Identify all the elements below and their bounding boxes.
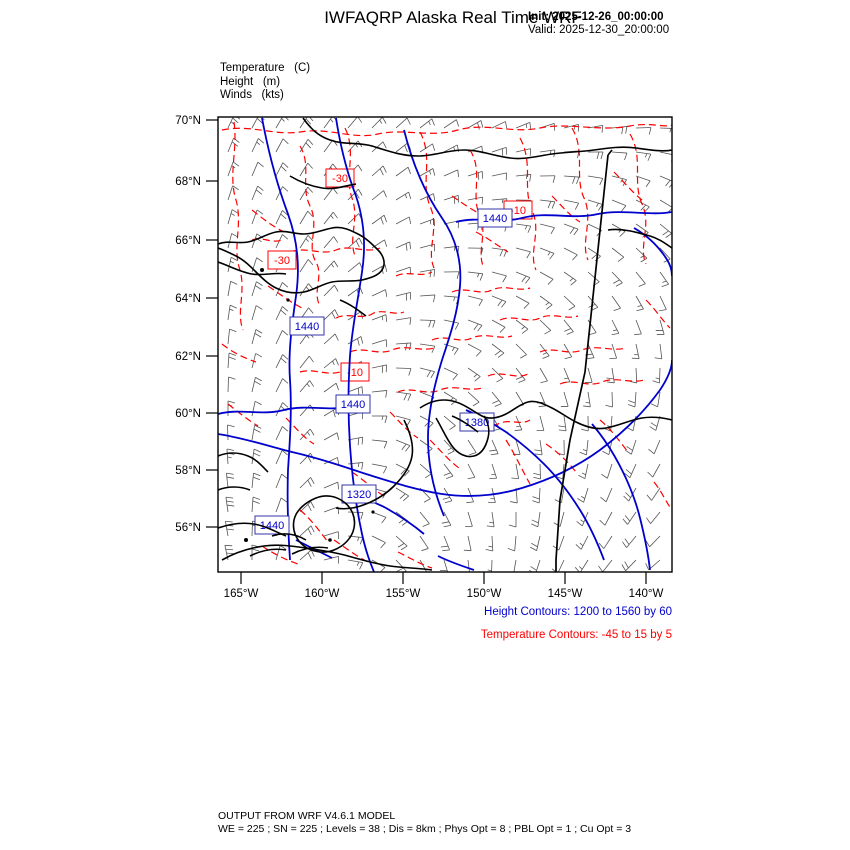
map-content: -30 -30 -10 -10	[218, 117, 672, 572]
model-output-footer: OUTPUT FROM WRF V4.6.1 MODEL WE = 225 ; …	[218, 810, 631, 836]
svg-text:1440: 1440	[341, 399, 365, 411]
variable-legend: Temperature (C) Height (m) Winds (kts)	[220, 62, 311, 101]
y-tick-label: 64°N	[175, 293, 201, 305]
temp-label: -30	[267, 250, 297, 270]
height-label: 1320	[341, 484, 377, 504]
axis-ticks	[206, 119, 647, 584]
run-timestamps: Init: 2025-12-26_00:00:00 Valid: 2025-12…	[528, 11, 669, 37]
height-label: 1440	[335, 394, 371, 414]
temperature-contours-caption: Temperature Contours: -45 to 15 by 5	[480, 629, 672, 641]
svg-text:1320: 1320	[347, 489, 371, 501]
y-tick-label: 60°N	[175, 408, 201, 420]
y-tick-label: 68°N	[175, 176, 201, 188]
wind-barb-field	[224, 117, 672, 572]
svg-text:1440: 1440	[260, 520, 284, 532]
x-tick-label: 165°W	[224, 588, 259, 600]
svg-text:-30: -30	[332, 173, 348, 185]
x-axis-labels: 165°W 160°W 155°W 150°W 145°W 140°W	[224, 588, 664, 600]
temp-label: -30	[325, 168, 355, 188]
height-contours-caption: Height Contours: 1200 to 1560 by 60	[484, 606, 672, 618]
svg-text:-10: -10	[347, 367, 363, 379]
valid-time: Valid: 2025-12-30_20:00:00	[528, 24, 670, 36]
x-tick-label: 140°W	[629, 588, 664, 600]
map-frame	[217, 116, 673, 573]
footer-line-model: OUTPUT FROM WRF V4.6.1 MODEL	[218, 810, 396, 822]
x-tick-label: 150°W	[467, 588, 502, 600]
temp-label: -10	[340, 362, 370, 382]
footer-line-config: WE = 225 ; SN = 225 ; Levels = 38 ; Dis …	[218, 823, 632, 835]
page-title: IWFAQRP Alaska Real Time WRF	[324, 8, 582, 27]
height-label: 1440	[254, 515, 290, 535]
svg-text:1440: 1440	[295, 321, 319, 333]
y-tick-label: 70°N	[175, 115, 201, 127]
y-tick-label: 56°N	[175, 522, 201, 534]
coastlines	[218, 117, 672, 572]
islands	[244, 268, 375, 542]
svg-text:-30: -30	[274, 255, 290, 267]
height-label: 1440	[289, 316, 325, 336]
x-tick-label: 155°W	[386, 588, 421, 600]
height-label: 1440	[477, 208, 513, 228]
y-tick-label: 58°N	[175, 465, 201, 477]
temperature-contour-labels: -30 -30 -10 -10	[267, 168, 533, 382]
y-axis-labels: 70°N 68°N 66°N 64°N 62°N 60°N 58°N 56°N	[175, 115, 201, 534]
x-tick-label: 160°W	[305, 588, 340, 600]
svg-text:1440: 1440	[483, 213, 507, 225]
svg-text:-10: -10	[510, 205, 526, 217]
height-contour-labels: 1440 1440 1440 1440 1320 1380	[254, 208, 513, 535]
y-tick-label: 66°N	[175, 235, 201, 247]
init-time: Init: 2025-12-26_00:00:00	[528, 11, 664, 23]
x-tick-label: 145°W	[548, 588, 583, 600]
y-tick-label: 62°N	[175, 351, 201, 363]
